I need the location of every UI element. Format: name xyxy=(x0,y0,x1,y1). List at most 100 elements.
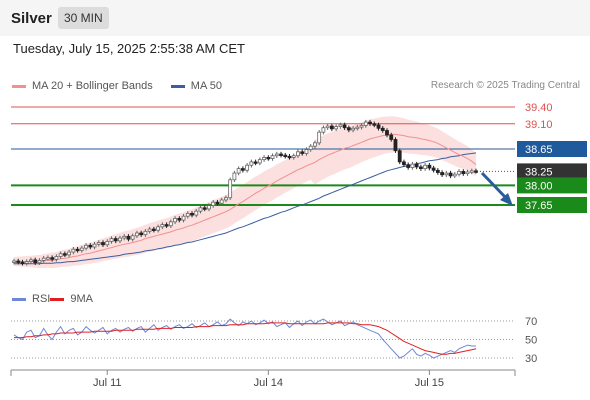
level-tag-current xyxy=(517,163,587,180)
candle-body xyxy=(84,244,88,249)
rsi-legend: RSI 9MA xyxy=(12,293,93,305)
candle-body xyxy=(342,124,347,129)
candle-body xyxy=(372,123,377,126)
x-axis-label: Jul 11 xyxy=(93,377,122,389)
candle-body xyxy=(181,215,186,221)
candle-body xyxy=(397,150,402,163)
candle-body xyxy=(376,124,381,129)
candle-body xyxy=(190,212,194,216)
rsi-ma9-line xyxy=(14,322,477,355)
candle-body xyxy=(427,164,432,169)
candle-body xyxy=(156,226,161,231)
ma9-swatch xyxy=(50,297,65,301)
candle-body xyxy=(122,235,127,239)
candle-body xyxy=(16,260,21,263)
candle-body xyxy=(393,139,398,152)
candle-body xyxy=(88,244,93,248)
candle-body xyxy=(109,238,114,242)
candle-body xyxy=(448,172,453,177)
candle-body xyxy=(291,155,296,158)
candle-body xyxy=(177,218,182,221)
candle-body xyxy=(469,170,474,173)
candle-body xyxy=(414,163,419,168)
level-label-resistance: 39.10 xyxy=(525,119,553,131)
candle-body xyxy=(29,259,33,262)
candle-body xyxy=(334,126,339,130)
candle-body xyxy=(465,171,470,175)
level-tag-support xyxy=(517,177,587,194)
rsi-swatch xyxy=(12,297,26,301)
candle-body xyxy=(461,170,466,175)
candle-body xyxy=(20,261,25,265)
candle-body xyxy=(198,207,203,212)
ma50-swatch xyxy=(170,84,185,88)
candle-body xyxy=(452,173,457,177)
candle-body xyxy=(24,261,29,264)
candle-body xyxy=(79,247,84,251)
instrument-title: Silver xyxy=(11,10,52,27)
candle-body xyxy=(249,161,254,166)
level-tag-pivot xyxy=(517,141,587,157)
candle-body xyxy=(402,161,406,166)
candle-body xyxy=(67,251,72,256)
candle-body xyxy=(245,164,250,171)
candle-body xyxy=(219,199,224,204)
candle-body xyxy=(253,161,258,164)
candle-body xyxy=(33,259,38,264)
candle-body xyxy=(329,125,334,130)
candle-body xyxy=(168,221,173,227)
credit-label: Research © 2025 Trading Central xyxy=(430,80,580,91)
candle-body xyxy=(308,145,313,150)
candle-body xyxy=(266,156,271,160)
candle-body xyxy=(160,224,165,228)
candle-body xyxy=(54,256,59,260)
candle-body xyxy=(270,155,275,159)
candle-body xyxy=(262,156,266,161)
candle-body xyxy=(202,207,207,210)
candle-body xyxy=(37,260,42,264)
timeframe-badge[interactable]: 30 MIN xyxy=(58,7,109,29)
candle-body xyxy=(385,130,389,136)
candle-body xyxy=(173,218,177,223)
candle-body xyxy=(71,248,76,253)
level-label-current: 38.25 xyxy=(525,166,553,178)
candle-body xyxy=(185,212,190,217)
candle-body xyxy=(435,169,440,173)
ma9-legend-label: 9MA xyxy=(70,293,93,305)
candle-body xyxy=(164,224,169,227)
candle-body xyxy=(296,151,300,157)
candle-body xyxy=(41,257,46,261)
candle-body xyxy=(474,170,478,173)
candle-body xyxy=(135,232,139,237)
candle-body xyxy=(363,121,368,126)
candle-body xyxy=(423,164,428,170)
candle-body xyxy=(101,242,105,246)
candle-body xyxy=(126,235,131,240)
candle-body xyxy=(130,235,135,240)
candle-body xyxy=(92,243,97,248)
ma50-legend-label: MA 50 xyxy=(190,80,222,92)
ma20-swatch xyxy=(12,84,26,88)
candle-body xyxy=(232,172,237,181)
candle-body xyxy=(406,164,411,168)
ma20-line xyxy=(14,133,477,263)
candle-body xyxy=(236,168,241,174)
candle-body xyxy=(211,201,216,206)
level-label-support: 38.00 xyxy=(525,180,553,192)
level-label-support: 37.65 xyxy=(525,200,553,212)
header-bar: Silver 30 MIN xyxy=(0,0,590,36)
candle-body xyxy=(410,163,415,168)
candle-body xyxy=(143,230,148,236)
candle-body xyxy=(346,127,351,131)
level-label-pivot: 38.65 xyxy=(525,144,553,156)
candle-body xyxy=(317,131,322,144)
ma50-line xyxy=(14,152,477,265)
candle-body xyxy=(300,151,305,154)
candle-body xyxy=(46,257,50,260)
candle-body xyxy=(389,134,394,140)
candles-group xyxy=(12,119,478,266)
candle-body xyxy=(50,257,55,260)
candle-body xyxy=(240,168,245,171)
